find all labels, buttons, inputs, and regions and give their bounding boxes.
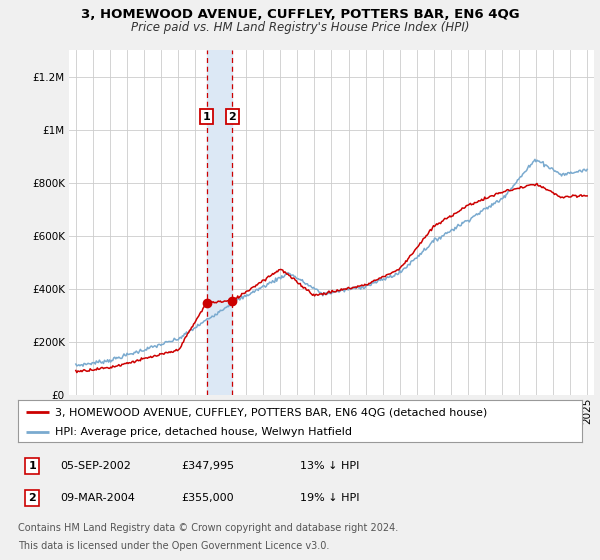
Text: 1: 1: [28, 461, 36, 470]
Text: 09-MAR-2004: 09-MAR-2004: [60, 493, 135, 503]
Text: Price paid vs. HM Land Registry's House Price Index (HPI): Price paid vs. HM Land Registry's House …: [131, 21, 469, 34]
Text: 19% ↓ HPI: 19% ↓ HPI: [300, 493, 359, 503]
Bar: [207, 50, 232, 395]
Text: 3, HOMEWOOD AVENUE, CUFFLEY, POTTERS BAR, EN6 4QG: 3, HOMEWOOD AVENUE, CUFFLEY, POTTERS BAR…: [80, 8, 520, 21]
Text: 1: 1: [203, 111, 211, 122]
Text: 05-SEP-2002: 05-SEP-2002: [60, 461, 131, 470]
Text: This data is licensed under the Open Government Licence v3.0.: This data is licensed under the Open Gov…: [18, 541, 329, 551]
Text: £347,995: £347,995: [182, 461, 235, 470]
Text: 3, HOMEWOOD AVENUE, CUFFLEY, POTTERS BAR, EN6 4QG (detached house): 3, HOMEWOOD AVENUE, CUFFLEY, POTTERS BAR…: [55, 407, 487, 417]
Text: HPI: Average price, detached house, Welwyn Hatfield: HPI: Average price, detached house, Welw…: [55, 427, 352, 437]
Text: Contains HM Land Registry data © Crown copyright and database right 2024.: Contains HM Land Registry data © Crown c…: [18, 522, 398, 533]
Text: 2: 2: [229, 111, 236, 122]
Text: 2: 2: [28, 493, 36, 503]
Text: £355,000: £355,000: [182, 493, 234, 503]
Text: 13% ↓ HPI: 13% ↓ HPI: [300, 461, 359, 470]
